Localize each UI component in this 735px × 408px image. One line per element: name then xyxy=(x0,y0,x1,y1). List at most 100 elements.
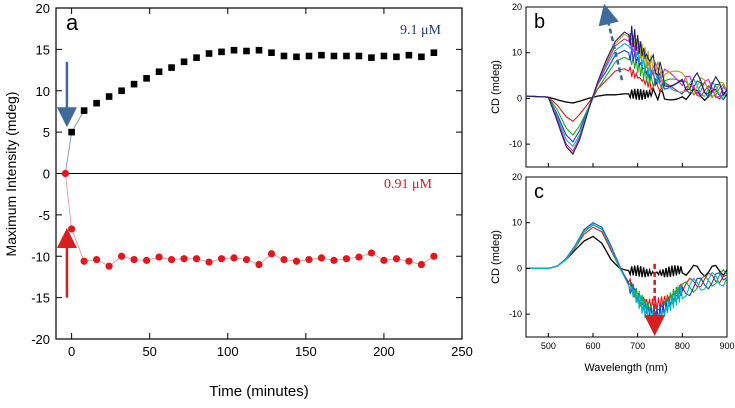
x-tick-label: 250 xyxy=(451,344,473,359)
panel-b-ticks: -10 0 10 20 xyxy=(509,2,728,167)
series-high-point xyxy=(368,54,375,61)
spectrum-line xyxy=(526,223,727,323)
series-high-point xyxy=(118,87,125,95)
series-low-point xyxy=(342,255,351,263)
panel-c-ticks: 500 600 700 800 900 -10 0 10 20 xyxy=(509,172,735,351)
series-high-point xyxy=(168,64,175,71)
series-high-point xyxy=(318,51,325,59)
series-low-point xyxy=(217,255,226,263)
y-tick-label: 15 xyxy=(36,42,50,57)
spectrum-line xyxy=(526,55,727,136)
series-low-point xyxy=(417,260,425,269)
y-tick-label: -20 xyxy=(31,332,50,347)
series-high-point xyxy=(280,52,288,60)
y-tick-label: 0 xyxy=(43,167,50,182)
series-high-point xyxy=(230,46,238,54)
series-low-point xyxy=(130,255,138,264)
series-low-point xyxy=(230,254,238,262)
series-high-point xyxy=(130,80,138,88)
spectrum-line xyxy=(526,224,727,316)
series-low-point xyxy=(68,225,76,233)
panel-a-ylabel: Maximum Intensity (mdeg) xyxy=(3,92,19,257)
panel-b-frame xyxy=(525,6,728,168)
x-tick-label: 800 xyxy=(675,341,690,351)
series-high-point xyxy=(105,93,113,100)
series-low-point xyxy=(355,253,363,261)
y-tick-label: -15 xyxy=(31,291,50,306)
series-low-point xyxy=(117,252,126,260)
series-high-point xyxy=(218,48,225,56)
series-low-point xyxy=(255,260,263,269)
series-low-point xyxy=(180,255,188,263)
panel-c-label: c xyxy=(534,181,544,203)
y-tick-label: -10 xyxy=(509,139,522,149)
y-tick-label: 5 xyxy=(43,125,50,140)
panel-c-ylabel: CD (mdeg) xyxy=(490,230,502,284)
x-tick-label: 100 xyxy=(217,344,239,359)
panel-b-label: b xyxy=(534,11,545,33)
panel-a-label: a xyxy=(66,10,79,35)
y-tick-label: 0 xyxy=(517,263,522,273)
panel-a-marks xyxy=(56,46,438,298)
series-low-point xyxy=(267,250,276,258)
panel-a-ticks: 0 50 100 150 200 250 -20 -15 -10 -5 0 5 10 15 20 xyxy=(31,1,473,359)
series-low-point xyxy=(317,254,326,262)
y-tick-label: 20 xyxy=(512,172,522,182)
x-tick-label: 50 xyxy=(142,344,156,359)
series-high-point xyxy=(243,47,250,55)
series-low-point xyxy=(330,256,338,264)
series-low-point xyxy=(61,169,69,178)
series-high-point xyxy=(93,99,100,107)
series-high-point xyxy=(343,52,350,60)
series-low-point xyxy=(205,258,213,266)
y-tick-label: 20 xyxy=(36,1,50,16)
x-tick-label: 150 xyxy=(295,344,317,359)
series-low-point xyxy=(392,255,401,263)
x-tick-label: 0 xyxy=(68,344,75,359)
series-high-point xyxy=(293,53,300,61)
series-high-point xyxy=(418,53,425,61)
series-high-point xyxy=(305,52,313,60)
series-high-point xyxy=(393,53,400,61)
series-high-point xyxy=(205,50,213,57)
y-tick-label: 10 xyxy=(512,218,522,228)
spectrum-line xyxy=(526,222,727,324)
panel-a-xlabel: Time (minutes) xyxy=(209,383,308,400)
x-tick-label: 900 xyxy=(719,341,734,351)
panel-c-xlabel: Wavelength (nm) xyxy=(584,362,667,374)
series-high-point xyxy=(193,54,200,61)
spectrum-line xyxy=(526,33,727,152)
y-tick-label: 10 xyxy=(36,84,50,99)
series-high-connector xyxy=(64,110,85,174)
series-high-point xyxy=(180,58,188,66)
series-low-point xyxy=(430,252,438,260)
series-low-point xyxy=(405,257,413,265)
series-high-point xyxy=(155,68,163,76)
series-low-point xyxy=(305,255,313,264)
concentration-high-label: 9.1 μM xyxy=(400,23,442,38)
panel-b-lines xyxy=(526,25,727,156)
x-tick-label: 600 xyxy=(585,341,600,351)
y-tick-label: -10 xyxy=(31,249,50,264)
series-low-point xyxy=(80,257,88,265)
spectrum-line xyxy=(526,66,727,123)
series-high-point xyxy=(268,49,275,56)
panel-c-frame xyxy=(525,176,728,338)
trend-arrow-up-icon xyxy=(598,3,624,81)
x-tick-label: 500 xyxy=(541,341,556,351)
series-low-point xyxy=(93,255,101,264)
series-low-point xyxy=(367,249,376,257)
y-tick-label: 20 xyxy=(512,2,522,12)
series-low-point xyxy=(192,255,201,263)
series-low-point xyxy=(167,255,176,264)
series-low-point xyxy=(380,256,388,264)
series-high-point xyxy=(430,49,438,56)
series-high-point xyxy=(68,128,75,136)
y-tick-label: -5 xyxy=(38,208,50,223)
y-tick-label: -10 xyxy=(509,309,522,319)
series-low-point xyxy=(142,256,151,264)
panel-c-lines xyxy=(526,222,727,324)
series-high-point xyxy=(255,46,263,54)
series-high-point xyxy=(355,52,363,60)
